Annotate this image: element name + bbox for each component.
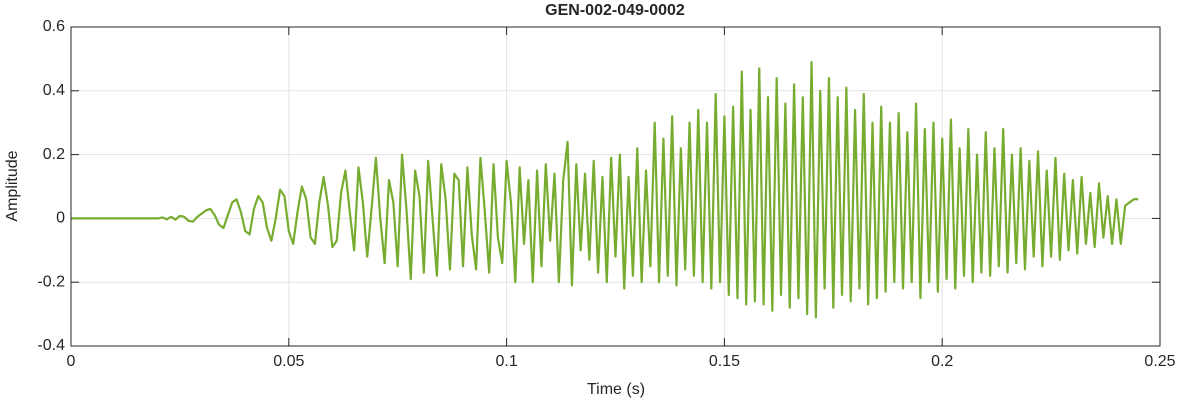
y-tick-label: 0 [56,210,65,227]
x-tick-label: 0.1 [495,353,517,370]
y-tick-label: -0.2 [37,273,65,290]
x-tick-label: 0.05 [273,353,304,370]
y-tick-label: 0.2 [43,146,65,163]
x-tick-label: 0.15 [709,353,740,370]
y-tick-label: -0.4 [37,337,65,354]
y-tick-label: 0.6 [43,18,65,35]
y-axis-label: Amplitude [4,150,21,221]
x-tick-label: 0.25 [1144,353,1175,370]
plot-frame [70,26,1161,347]
x-tick-label: 0 [67,353,76,370]
chart-title: GEN-002-049-0002 [545,2,685,19]
x-axis-label: Time (s) [587,381,645,398]
x-tick-label: 0.2 [931,353,953,370]
signal-line [71,60,1139,319]
y-tick-label: 0.4 [43,82,65,99]
